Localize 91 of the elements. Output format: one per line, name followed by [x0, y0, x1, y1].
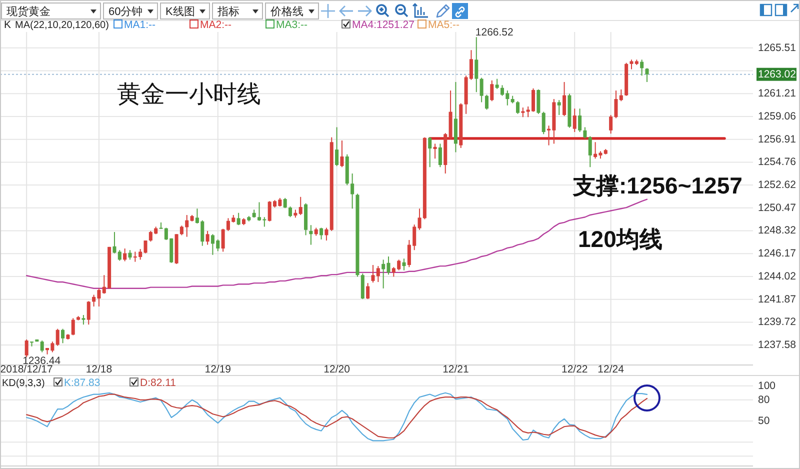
candlestick [320, 227, 324, 240]
candlestick [619, 88, 623, 102]
x-tick-label: 12/19 [204, 364, 232, 376]
candlestick [572, 108, 576, 133]
candlestick [206, 230, 210, 246]
legend-label: MA2:-- [200, 19, 232, 31]
candlestick [542, 111, 546, 135]
x-tick-label: 12/21 [442, 364, 470, 376]
candlestick [484, 94, 488, 110]
candlestick [371, 264, 375, 284]
y-tick-label: 1239.72 [758, 316, 796, 328]
candlestick [61, 328, 65, 344]
candlestick [288, 206, 292, 218]
annotation: 120均线 [578, 226, 662, 252]
candlestick [536, 88, 540, 114]
series-label: K:87.83 [64, 377, 100, 389]
legend-label: MA1:-- [124, 19, 156, 31]
y-tick-label: 1241.87 [758, 293, 796, 306]
candlestick [340, 140, 344, 168]
candlestick [86, 300, 90, 326]
candlestick [490, 80, 494, 102]
candlestick [433, 143, 437, 160]
y-tick-label: 1246.17 [758, 248, 796, 260]
candlestick [428, 136, 432, 168]
x-tick-label: 12/22 [561, 364, 588, 376]
y-tick-label: 1256.91 [758, 133, 796, 146]
candlestick [474, 36, 478, 93]
x-tick-label: 12/20 [324, 364, 350, 376]
text: 黄金一小时线 [117, 82, 261, 108]
x-tick-label: 2018/12/17 [0, 364, 54, 376]
candlestick [557, 100, 561, 116]
dropdown: 60分钟 [103, 2, 158, 20]
candlestick [82, 314, 86, 326]
legend-title: KD(9,3,3) [2, 378, 45, 389]
y-tick-label: 50 [758, 415, 770, 427]
candlestick [402, 258, 406, 271]
candlestick [495, 78, 499, 90]
candlestick [438, 143, 442, 168]
candlestick [123, 248, 127, 262]
dropdown: 指标 [212, 2, 263, 20]
dropdown: K线图 [160, 2, 210, 20]
text: K [4, 19, 12, 31]
y-tick-label: 1265.51 [758, 42, 796, 54]
candlestick [24, 338, 28, 358]
y-tick-label: 80 [758, 394, 770, 406]
candlestick [56, 328, 60, 346]
candlestick [112, 232, 116, 254]
candlestick [583, 126, 587, 139]
candlestick [588, 136, 592, 168]
y-tick-label: 1261.21 [758, 88, 796, 100]
candlestick [350, 173, 354, 210]
candlestick [376, 266, 380, 283]
candlestick [645, 68, 649, 83]
annotation: 1266.52 [475, 26, 514, 39]
candlestick [71, 318, 75, 336]
candlestick [128, 250, 132, 260]
y-tick-label: 1244.02 [758, 270, 796, 282]
candlestick [480, 77, 484, 103]
candlestick [40, 340, 44, 353]
candlestick [366, 282, 370, 300]
legend-label: MA3:-- [276, 19, 308, 31]
y-tick-label: 1252.62 [758, 178, 796, 191]
y-tick-label: 1250.47 [758, 202, 796, 214]
candlestick [283, 197, 287, 209]
legend-title: MA(22,10,20,120,60) [15, 20, 109, 31]
ref-line-label: 1263.02 [758, 68, 796, 80]
series-label: D:82.11 [140, 377, 176, 389]
candlestick [309, 224, 313, 246]
text: MA4:1251.27 [352, 19, 415, 31]
y-tick-label: 1248.32 [758, 224, 796, 237]
dropdown: 现货黄金 [1, 2, 101, 20]
y-tick-label: 1254.76 [758, 156, 796, 168]
legend-label: MA5:-- [428, 19, 460, 31]
x-tick-label: 12/18 [86, 364, 112, 376]
x-tick-label: 12/24 [598, 364, 624, 376]
candlestick [521, 107, 525, 118]
candlestick [335, 126, 339, 167]
candlestick [118, 250, 122, 262]
annotation: 支撑:1256~1257 [572, 172, 742, 198]
y-tick-label: 100 [758, 380, 776, 392]
candlestick [578, 108, 582, 133]
candlestick [360, 273, 364, 300]
candlestick [516, 100, 520, 114]
y-tick-label: 1259.06 [758, 110, 796, 122]
candlestick [562, 82, 566, 117]
dropdown: 价格线 [265, 2, 319, 20]
candlestick [298, 196, 302, 216]
candlestick [640, 59, 644, 76]
y-tick-label: 1237.58 [758, 339, 796, 351]
candlestick [324, 227, 328, 242]
candlestick [236, 212, 240, 226]
